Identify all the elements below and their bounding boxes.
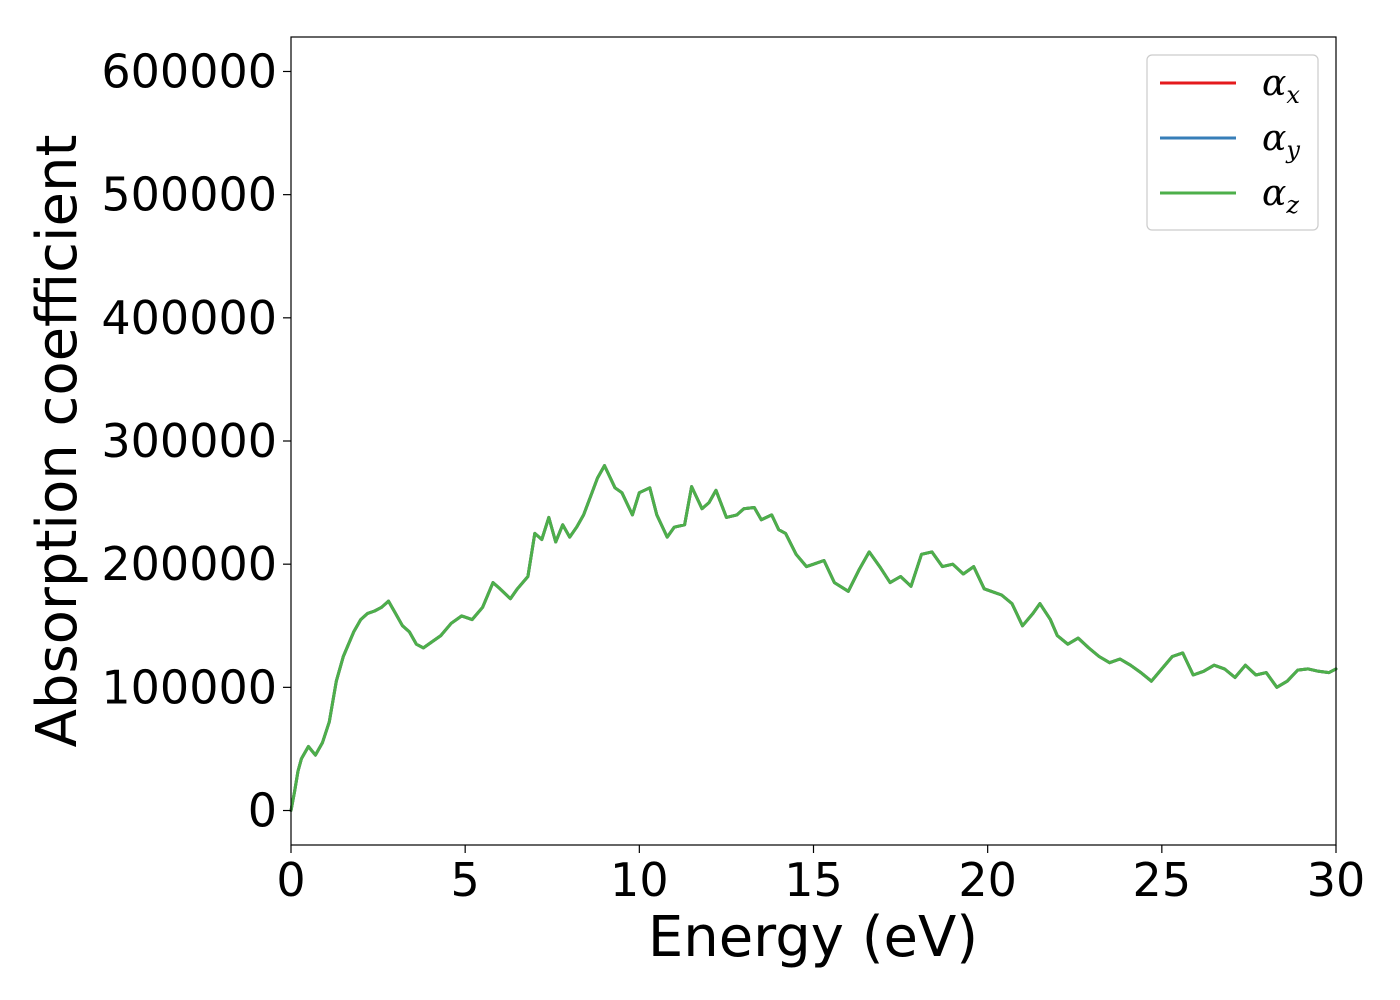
legend: αx αy αz bbox=[1146, 54, 1319, 231]
y-tick-label: 600000 bbox=[101, 44, 277, 98]
y-tick-label: 500000 bbox=[101, 168, 277, 222]
x-tick-label: 5 bbox=[451, 853, 480, 907]
y-tick-label: 100000 bbox=[101, 660, 277, 714]
x-axis-ticks: 0 5 10 15 20 25 30 bbox=[276, 845, 1365, 907]
y-tick-label: 0 bbox=[248, 784, 277, 838]
y-axis-title: Absorption coefficient bbox=[25, 135, 90, 748]
y-tick-label: 300000 bbox=[101, 414, 277, 468]
x-axis-title: Energy (eV) bbox=[648, 905, 978, 970]
x-tick-label: 15 bbox=[784, 853, 843, 907]
y-axis-ticks: 0 100000 200000 300000 400000 500000 600000 bbox=[101, 44, 291, 838]
legend-label-x: αx bbox=[1262, 63, 1300, 109]
y-tick-label: 400000 bbox=[101, 291, 277, 345]
series-line-z bbox=[289, 464, 1338, 812]
y-tick-label: 200000 bbox=[101, 537, 277, 591]
x-tick-label: 30 bbox=[1307, 853, 1366, 907]
x-tick-label: 25 bbox=[1133, 853, 1192, 907]
legend-label-z: αz bbox=[1262, 173, 1299, 219]
x-tick-label: 20 bbox=[958, 853, 1017, 907]
legend-label-y: αy bbox=[1262, 118, 1300, 164]
legend-box bbox=[1146, 54, 1319, 231]
x-tick-label: 10 bbox=[610, 853, 669, 907]
series-layer bbox=[289, 464, 1338, 812]
x-tick-label: 0 bbox=[276, 853, 305, 907]
